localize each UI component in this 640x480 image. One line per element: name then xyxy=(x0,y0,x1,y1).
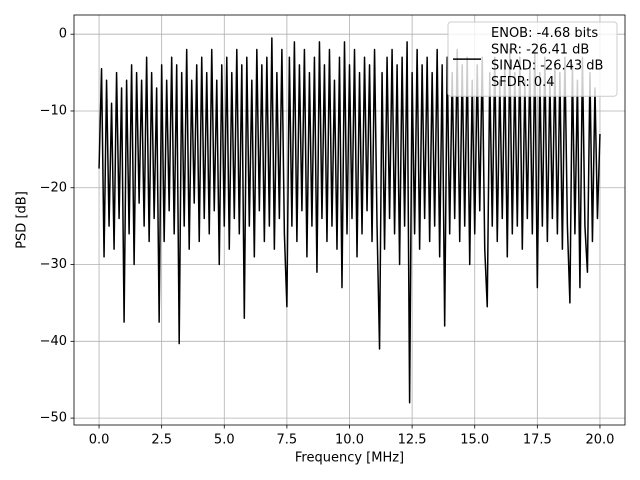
x-tick-label: 15.0 xyxy=(460,433,489,448)
x-axis-label: Frequency [MHz] xyxy=(295,451,404,466)
x-tick-label: 5.0 xyxy=(214,433,235,448)
psd-line xyxy=(98,37,601,404)
y-tick-label: −40 xyxy=(40,334,67,349)
legend-label: ENOB: -4.68 bits SNR: -26.41 dB SINAD: -26… xyxy=(491,26,603,90)
x-tick-label: 0.0 xyxy=(89,433,110,448)
x-tick-label: 2.5 xyxy=(151,433,172,448)
y-tick-label: −20 xyxy=(40,180,67,195)
x-tick-label: 10.0 xyxy=(335,433,364,448)
x-tick-label: 12.5 xyxy=(398,433,427,448)
y-tick-label: 0 xyxy=(59,27,67,42)
x-tick-label: 17.5 xyxy=(523,433,552,448)
y-tick-label: −30 xyxy=(40,257,67,272)
x-tick-label: 7.5 xyxy=(277,433,298,448)
x-tick-label: 20.0 xyxy=(585,433,614,448)
y-tick-label: −50 xyxy=(40,411,67,426)
legend-box xyxy=(447,21,618,97)
legend: ENOB: -4.68 bits SNR: -26.41 dB SINAD: -26… xyxy=(447,21,618,97)
y-tick-label: −10 xyxy=(40,103,67,118)
y-axis-label: PSD [dB] xyxy=(15,191,30,249)
